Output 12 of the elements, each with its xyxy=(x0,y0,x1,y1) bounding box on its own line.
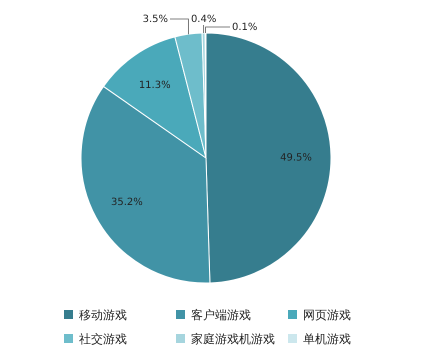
legend-label: 家庭游戏机游戏 xyxy=(191,332,275,346)
legend-label: 单机游戏 xyxy=(303,332,351,346)
data-label: 3.5% xyxy=(142,14,168,25)
data-label: 11.3% xyxy=(138,80,171,92)
data-label: 0.1% xyxy=(232,22,258,33)
data-label: 35.2% xyxy=(110,196,143,208)
data-label: 49.5% xyxy=(280,152,312,164)
legend-label: 网页游戏 xyxy=(303,308,351,322)
legend-label: 移动游戏 xyxy=(79,308,127,322)
legend-label: 社交游戏 xyxy=(79,332,127,346)
data-label: 0.4% xyxy=(190,14,216,25)
legend-label: 客户端游戏 xyxy=(191,308,251,322)
